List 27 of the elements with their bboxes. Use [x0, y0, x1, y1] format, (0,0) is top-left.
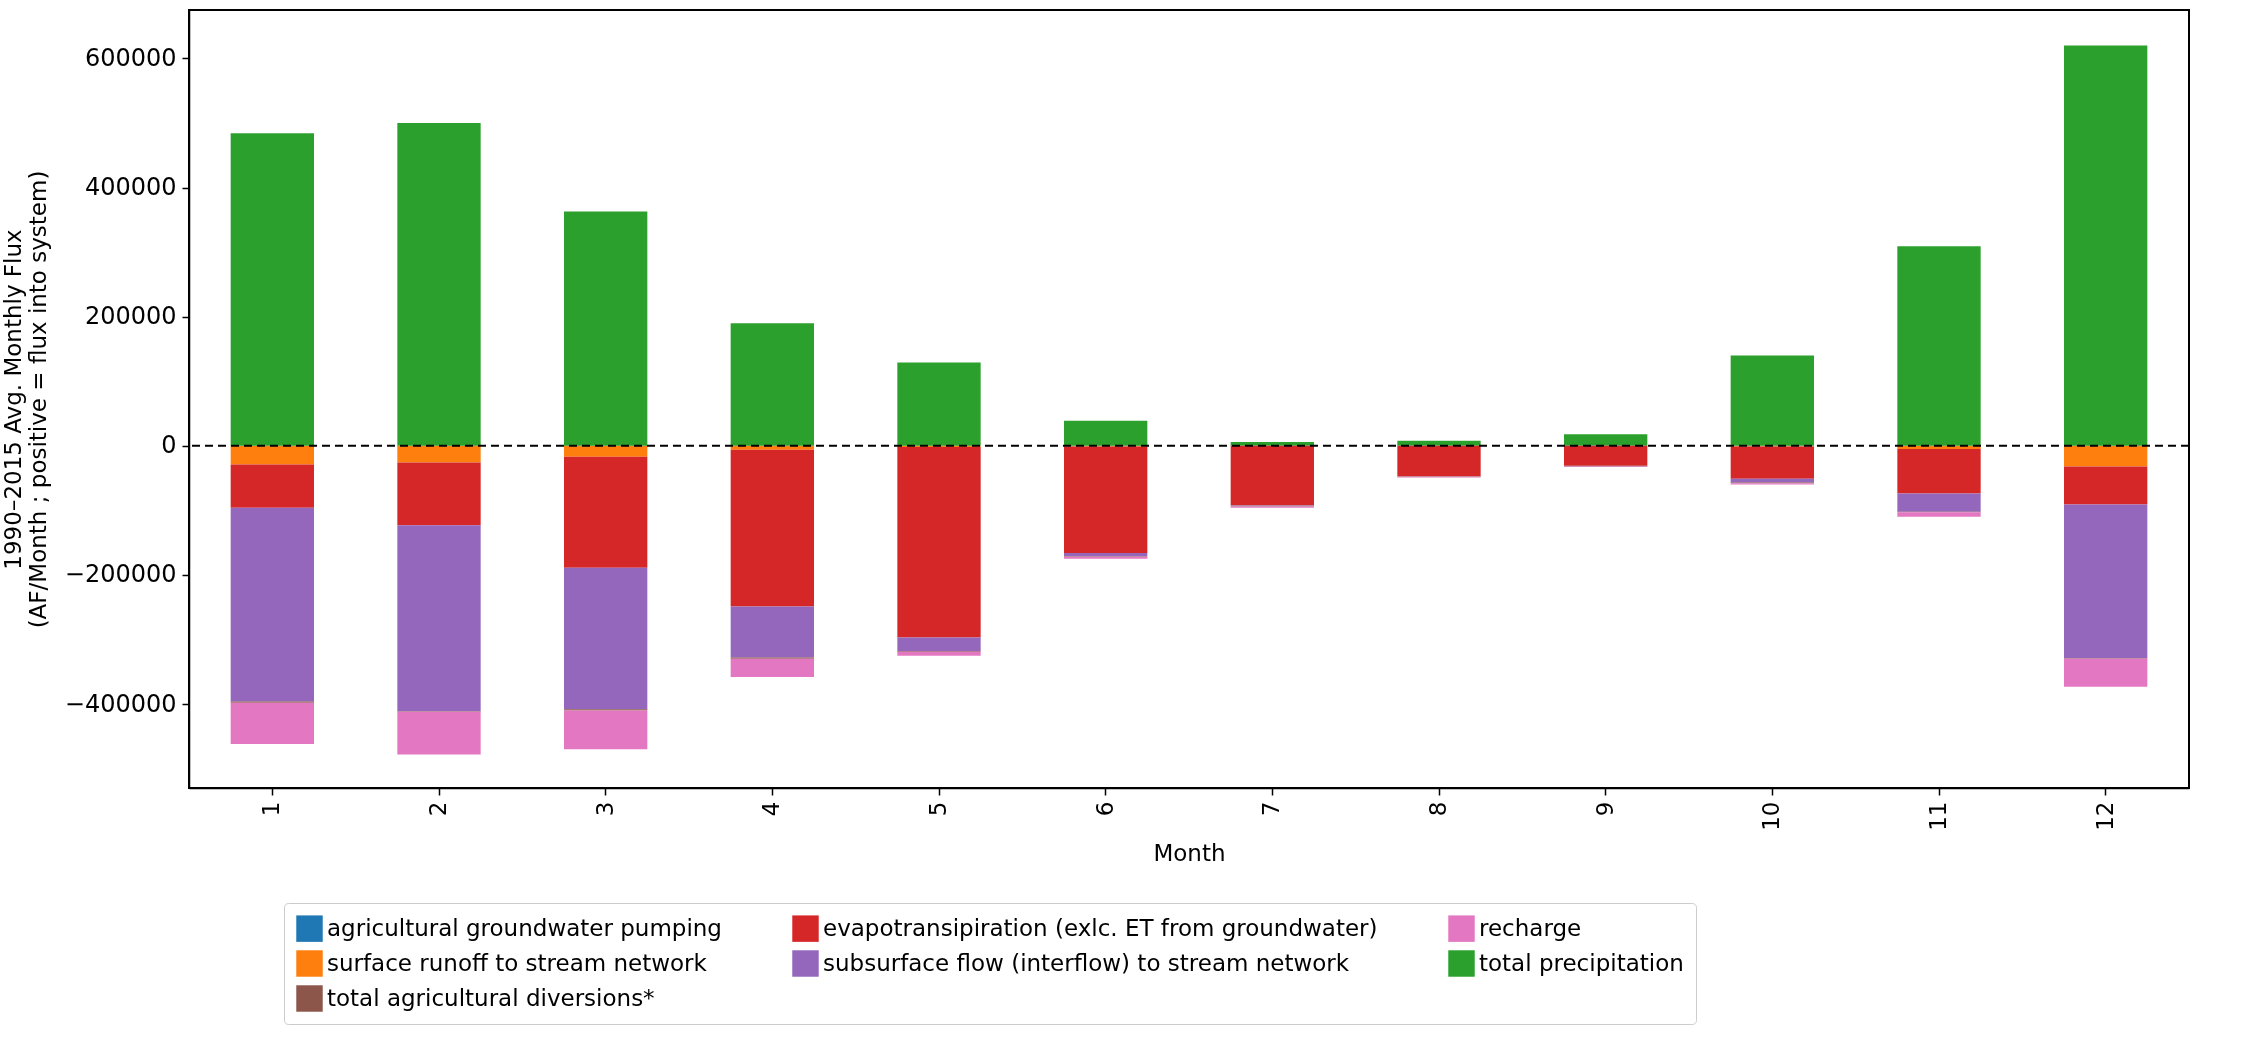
y-tick-label: 0 — [161, 431, 177, 460]
x-tick-label: 12 — [2091, 801, 2118, 831]
x-tick-label: 10 — [1758, 801, 1785, 831]
x-tick-label: 2 — [425, 801, 451, 817]
y-tick-label: 600000 — [84, 43, 177, 72]
legend-label: surface runoff to stream network — [327, 949, 708, 976]
y-axis-title: 1990–2015 Avg. Monthly Flux (AF/Month ; positive = flux into system) — [0, 170, 51, 629]
x-tick-label: 3 — [591, 801, 618, 817]
x-tick-label: 6 — [1091, 801, 1118, 817]
x-tick-label: 5 — [925, 801, 951, 817]
x-tick-label: 7 — [1258, 801, 1285, 817]
legend-label: evapotransipiration (exlc. ET from groundwater) — [823, 914, 1378, 941]
y-tick-label: 400000 — [84, 173, 177, 202]
x-tick-label: 8 — [1425, 801, 1451, 817]
x-tick-label: 11 — [1925, 801, 1951, 831]
y-tick-label: −200000 — [64, 560, 177, 589]
x-tick-label: 4 — [758, 801, 785, 817]
legend-label: subsurface flow (interflow) to stream network — [823, 949, 1350, 976]
y-tick-label: 200000 — [84, 302, 177, 331]
x-tick-label: 9 — [1591, 801, 1618, 817]
x-axis-title: Month — [1153, 839, 1226, 866]
y-tick-label: −400000 — [64, 689, 177, 718]
legend-label: recharge — [1479, 914, 1582, 941]
legend-label: total precipitation — [1479, 949, 1684, 976]
legend-label: total agricultural diversions* — [327, 984, 655, 1011]
x-tick-label: 1 — [258, 801, 285, 817]
legend-label: agricultural groundwater pumping — [327, 914, 722, 941]
